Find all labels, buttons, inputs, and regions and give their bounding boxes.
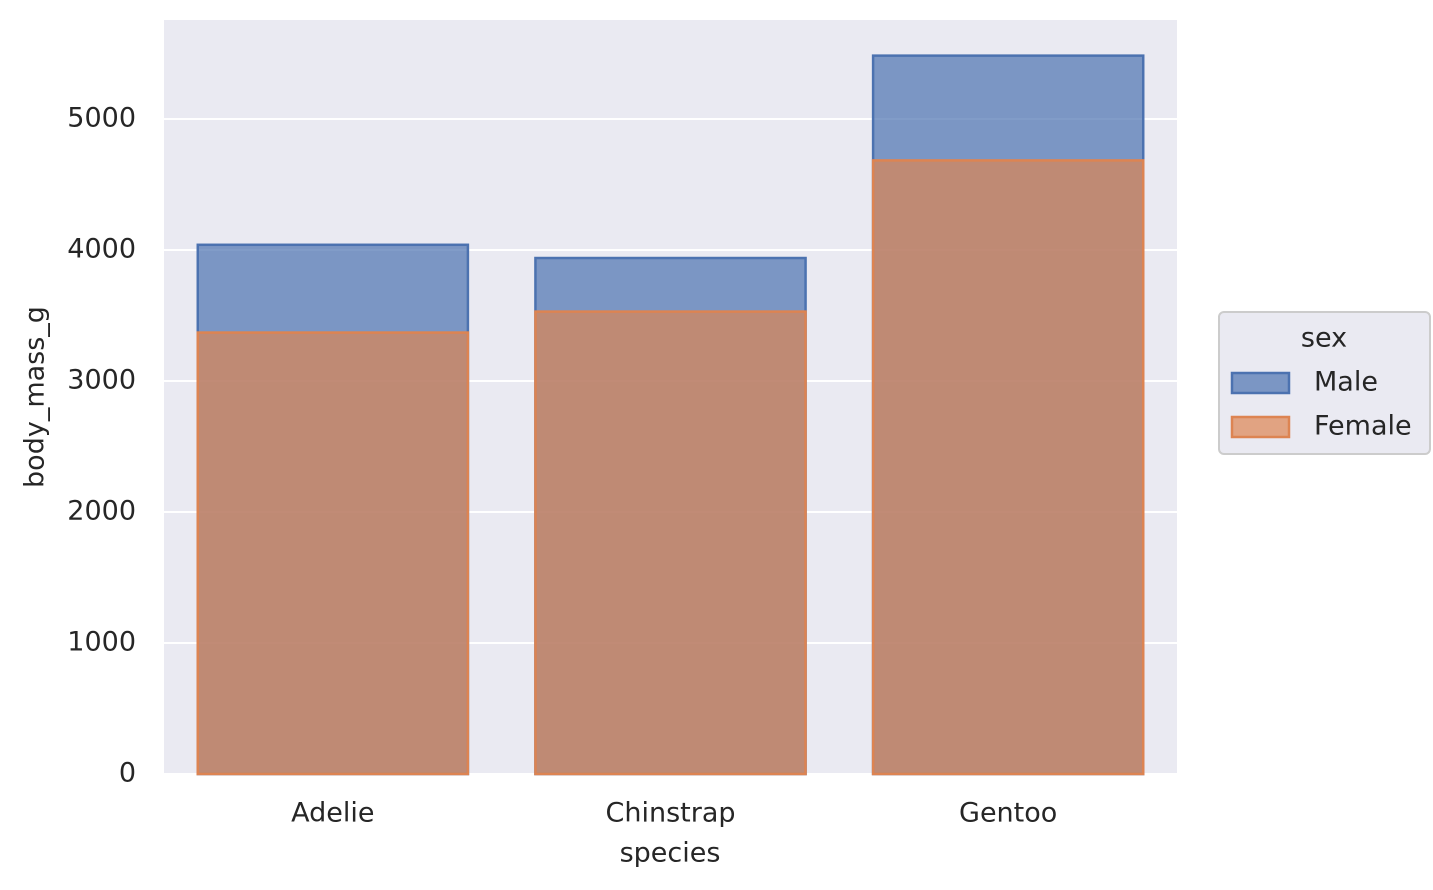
legend: sex Male Female [1218, 311, 1431, 455]
legend-swatch [1230, 415, 1291, 439]
bar [871, 159, 1145, 776]
bar [196, 331, 470, 776]
y-tick-label: 1000 [67, 627, 136, 658]
x-tick-label: Chinstrap [605, 798, 735, 829]
x-tick-label: Adelie [291, 798, 374, 829]
y-tick-label: 0 [119, 758, 136, 789]
bar [534, 310, 807, 776]
legend-label: Female [1314, 411, 1412, 442]
x-axis-label: species [620, 838, 721, 869]
legend-title: sex [1301, 323, 1347, 354]
y-tick-label: 4000 [67, 234, 136, 265]
y-tick-label: 2000 [67, 496, 136, 527]
y-tick-label: 3000 [67, 365, 136, 396]
legend-swatch [1230, 371, 1291, 395]
x-tick-label: Gentoo [959, 798, 1057, 829]
y-tick-label: 5000 [67, 103, 136, 134]
legend-label: Male [1314, 367, 1378, 398]
y-axis-label: body_mass_g [20, 306, 51, 488]
